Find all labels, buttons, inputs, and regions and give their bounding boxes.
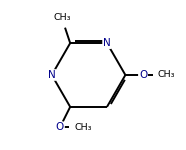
Text: O: O: [139, 70, 147, 80]
Text: N: N: [48, 70, 56, 80]
Text: O: O: [56, 123, 64, 132]
Text: CH₃: CH₃: [53, 13, 71, 22]
Text: CH₃: CH₃: [158, 70, 175, 80]
Text: N: N: [103, 38, 111, 48]
Text: CH₃: CH₃: [75, 123, 92, 132]
